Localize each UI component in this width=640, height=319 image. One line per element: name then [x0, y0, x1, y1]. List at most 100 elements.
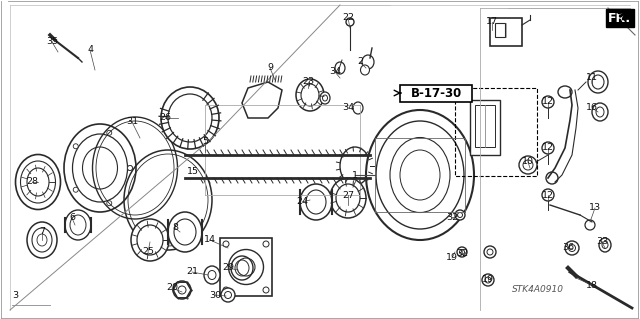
- Ellipse shape: [340, 147, 370, 185]
- Text: 21: 21: [186, 268, 198, 277]
- Text: 32: 32: [446, 213, 458, 222]
- Text: 12: 12: [542, 144, 554, 152]
- Text: 5: 5: [202, 137, 208, 146]
- Ellipse shape: [127, 166, 132, 170]
- Text: 6: 6: [69, 213, 75, 222]
- Text: 23: 23: [302, 78, 314, 86]
- Text: 32: 32: [456, 249, 468, 258]
- Ellipse shape: [599, 238, 611, 252]
- Bar: [475, 105, 495, 147]
- Text: 26: 26: [159, 114, 171, 122]
- Text: 35: 35: [46, 38, 58, 47]
- Text: 12: 12: [542, 98, 554, 107]
- Ellipse shape: [127, 166, 132, 170]
- Text: FR.: FR.: [608, 11, 631, 25]
- Text: 1: 1: [352, 170, 358, 180]
- Text: 15: 15: [187, 167, 199, 176]
- Ellipse shape: [161, 87, 219, 149]
- Text: 17: 17: [486, 18, 498, 26]
- Ellipse shape: [558, 86, 572, 98]
- Text: 36: 36: [562, 243, 574, 253]
- Ellipse shape: [107, 201, 112, 206]
- Bar: [455, 88, 537, 176]
- Text: 22: 22: [342, 13, 354, 23]
- Ellipse shape: [296, 79, 324, 111]
- Ellipse shape: [73, 144, 78, 149]
- Text: STK4A0910: STK4A0910: [512, 285, 564, 293]
- Ellipse shape: [484, 246, 496, 258]
- Ellipse shape: [457, 247, 467, 257]
- Ellipse shape: [542, 189, 554, 201]
- Bar: [490, 18, 522, 46]
- Text: 12: 12: [542, 190, 554, 199]
- Ellipse shape: [107, 130, 112, 135]
- Text: 3: 3: [12, 291, 18, 300]
- Ellipse shape: [542, 142, 554, 154]
- Ellipse shape: [131, 219, 169, 261]
- Polygon shape: [173, 282, 191, 298]
- Ellipse shape: [173, 281, 191, 299]
- Ellipse shape: [592, 103, 608, 121]
- Ellipse shape: [519, 156, 537, 174]
- Text: 16: 16: [586, 103, 598, 113]
- Bar: [495, 23, 505, 37]
- Ellipse shape: [542, 96, 554, 108]
- Ellipse shape: [27, 222, 57, 258]
- Text: 19: 19: [482, 276, 494, 285]
- Ellipse shape: [335, 62, 345, 74]
- Bar: [220, 238, 272, 296]
- Text: 25: 25: [142, 248, 154, 256]
- Text: 9: 9: [267, 63, 273, 72]
- Text: FR.: FR.: [608, 11, 631, 25]
- Text: 31: 31: [126, 117, 138, 127]
- Ellipse shape: [362, 55, 374, 69]
- Ellipse shape: [588, 71, 608, 93]
- Ellipse shape: [221, 288, 235, 302]
- Ellipse shape: [366, 110, 474, 240]
- Polygon shape: [242, 82, 282, 118]
- Bar: [470, 100, 500, 155]
- Ellipse shape: [64, 124, 136, 212]
- Ellipse shape: [168, 212, 202, 252]
- Text: 11: 11: [586, 73, 598, 83]
- Text: 8: 8: [172, 224, 178, 233]
- Text: 24: 24: [296, 197, 308, 206]
- Text: 18: 18: [586, 280, 598, 290]
- Ellipse shape: [65, 210, 91, 240]
- Text: 2: 2: [357, 57, 363, 66]
- Text: 30: 30: [209, 291, 221, 300]
- Text: 7: 7: [39, 227, 45, 236]
- Text: 34: 34: [342, 103, 354, 113]
- Bar: [400, 85, 472, 102]
- Ellipse shape: [263, 241, 269, 247]
- Ellipse shape: [300, 184, 332, 220]
- Text: 28: 28: [26, 177, 38, 187]
- Text: 4: 4: [87, 46, 93, 55]
- Ellipse shape: [585, 220, 595, 230]
- Ellipse shape: [346, 18, 354, 26]
- Ellipse shape: [73, 187, 78, 192]
- Text: 20: 20: [166, 284, 178, 293]
- Ellipse shape: [263, 287, 269, 293]
- Ellipse shape: [330, 178, 366, 218]
- Ellipse shape: [320, 92, 330, 104]
- Ellipse shape: [223, 241, 229, 247]
- Text: 19: 19: [446, 254, 458, 263]
- Ellipse shape: [20, 161, 56, 203]
- Text: 10: 10: [522, 158, 534, 167]
- Ellipse shape: [546, 172, 558, 184]
- Ellipse shape: [204, 266, 220, 284]
- Text: 29: 29: [222, 263, 234, 272]
- Ellipse shape: [482, 274, 494, 286]
- Ellipse shape: [455, 210, 465, 220]
- Text: 27: 27: [342, 190, 354, 199]
- Text: 13: 13: [589, 204, 601, 212]
- Text: 14: 14: [204, 235, 216, 244]
- Text: B-17-30: B-17-30: [410, 87, 461, 100]
- Ellipse shape: [360, 65, 369, 75]
- Ellipse shape: [353, 102, 363, 114]
- Ellipse shape: [565, 241, 579, 255]
- Text: 34: 34: [329, 68, 341, 77]
- Text: 33: 33: [596, 238, 608, 247]
- Ellipse shape: [223, 287, 229, 293]
